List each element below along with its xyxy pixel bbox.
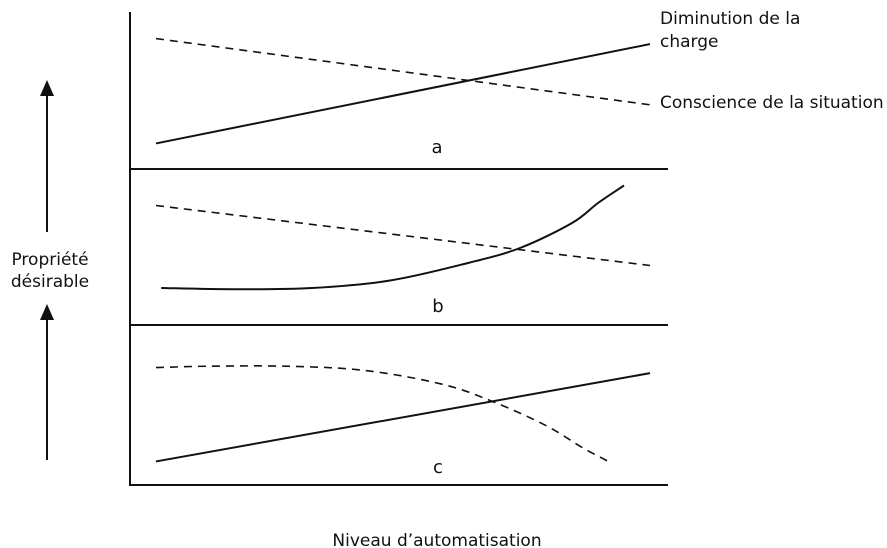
panel-label-c: c	[433, 457, 443, 478]
series-layer	[155, 37, 651, 463]
panel-c-situation-awareness-line	[155, 365, 609, 463]
panel-c-workload-reduction-line	[155, 372, 651, 463]
y-axis-label-line1: Propriété	[11, 250, 88, 270]
y-axis-label-line2: désirable	[11, 272, 89, 292]
panel-b-situation-awareness-line	[155, 204, 651, 267]
panel-label-a: a	[431, 137, 442, 158]
legend-dashed-label: Conscience de la situation	[660, 93, 884, 113]
y-axis-arrowhead-upper	[40, 80, 54, 96]
legend-solid-line1: Diminution de la	[660, 9, 800, 29]
legend-solid-line2: charge	[660, 32, 718, 52]
panel-a-situation-awareness-line	[155, 37, 651, 106]
y-axis-arrowhead-lower	[40, 304, 54, 320]
panel-label-b: b	[432, 296, 443, 317]
panel-a-workload-reduction-line	[155, 43, 651, 145]
x-axis-label: Niveau d’automatisation	[332, 531, 541, 548]
panel-b-workload-reduction-line	[161, 184, 625, 291]
